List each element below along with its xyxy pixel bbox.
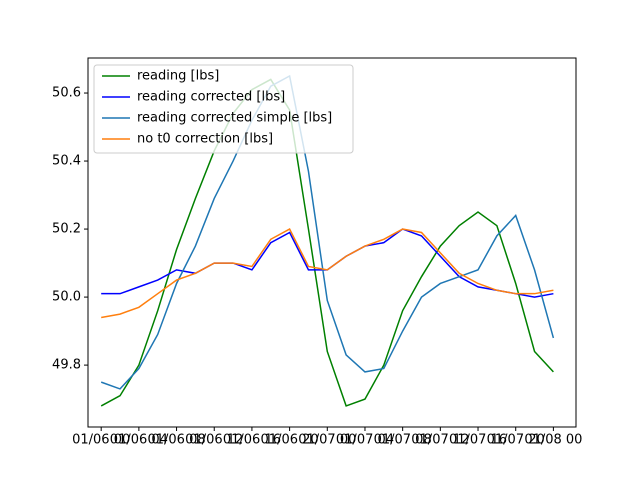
plot-frame xyxy=(87,57,577,428)
x-tick-label: 01/07 20 xyxy=(487,433,545,448)
legend-label: reading corrected [lbs] xyxy=(137,90,285,105)
x-tick-label: 01/07 00 xyxy=(298,433,356,448)
x-tick-label: 01/07 04 xyxy=(336,433,394,448)
x-tick-label: 01/06 08 xyxy=(147,433,205,448)
x-tick-label: 01/06 16 xyxy=(223,433,281,448)
y-tick-label: 50.4 xyxy=(52,154,81,169)
x-tick-label: 01/06 12 xyxy=(185,433,243,448)
x-tick-label: 01/06 00 xyxy=(72,433,130,448)
x-tick-label: 01/07 08 xyxy=(374,433,432,448)
series-line xyxy=(101,228,554,319)
x-tick-label: 01/08 00 xyxy=(524,433,582,448)
x-tick-label: 01/07 16 xyxy=(449,433,507,448)
legend-label: reading [lbs] xyxy=(137,69,219,84)
x-tick-label: 01/07 12 xyxy=(411,433,469,448)
y-tick-label: 49.8 xyxy=(52,358,81,373)
legend-label: no t0 correction [lbs] xyxy=(137,132,273,147)
x-tick-label: 01/06 04 xyxy=(110,433,168,448)
y-tick-label: 50.2 xyxy=(52,222,81,237)
legend-label: reading corrected simple [lbs] xyxy=(137,111,332,126)
y-tick-label: 50.0 xyxy=(52,290,81,305)
y-tick-label: 50.6 xyxy=(52,86,81,101)
series-line xyxy=(100,74,555,390)
x-tick-label: 01/06 20 xyxy=(261,433,319,448)
series-line xyxy=(100,78,554,407)
legend-box xyxy=(93,64,354,154)
